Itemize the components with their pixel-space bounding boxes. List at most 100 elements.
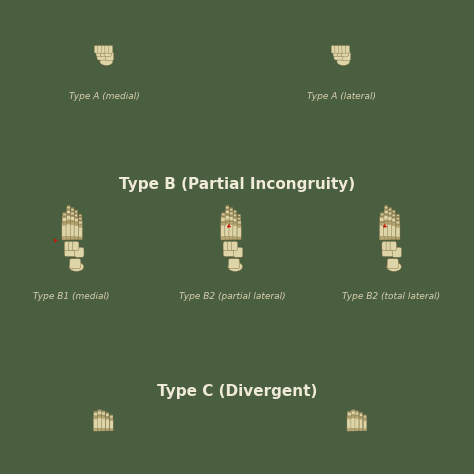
Text: Type B1 (medial): Type B1 (medial) (33, 292, 109, 301)
FancyBboxPatch shape (98, 46, 102, 53)
FancyBboxPatch shape (228, 259, 239, 269)
FancyBboxPatch shape (360, 428, 362, 430)
FancyBboxPatch shape (68, 241, 75, 251)
FancyBboxPatch shape (226, 205, 229, 210)
FancyBboxPatch shape (381, 215, 383, 216)
FancyBboxPatch shape (75, 210, 77, 211)
FancyBboxPatch shape (108, 46, 113, 53)
FancyBboxPatch shape (71, 211, 74, 212)
FancyBboxPatch shape (226, 220, 229, 221)
FancyBboxPatch shape (79, 214, 82, 215)
FancyBboxPatch shape (237, 217, 241, 220)
FancyBboxPatch shape (388, 211, 392, 216)
FancyBboxPatch shape (234, 222, 237, 223)
FancyBboxPatch shape (230, 208, 232, 209)
FancyBboxPatch shape (64, 248, 78, 256)
FancyBboxPatch shape (351, 415, 355, 418)
FancyBboxPatch shape (225, 214, 229, 222)
FancyBboxPatch shape (382, 241, 389, 251)
FancyBboxPatch shape (67, 214, 70, 216)
FancyBboxPatch shape (67, 237, 71, 239)
FancyBboxPatch shape (392, 223, 395, 226)
FancyBboxPatch shape (67, 209, 70, 210)
FancyBboxPatch shape (63, 237, 67, 239)
FancyBboxPatch shape (79, 237, 82, 239)
FancyBboxPatch shape (221, 221, 225, 222)
Text: Type A (medial): Type A (medial) (69, 92, 140, 101)
Ellipse shape (387, 262, 401, 272)
FancyBboxPatch shape (222, 215, 225, 216)
FancyBboxPatch shape (389, 210, 391, 211)
FancyBboxPatch shape (67, 213, 70, 214)
FancyBboxPatch shape (392, 216, 395, 217)
FancyBboxPatch shape (233, 223, 237, 226)
FancyBboxPatch shape (233, 213, 237, 218)
FancyBboxPatch shape (227, 241, 234, 251)
FancyBboxPatch shape (96, 49, 103, 57)
FancyBboxPatch shape (74, 237, 78, 239)
FancyBboxPatch shape (360, 416, 362, 417)
FancyBboxPatch shape (331, 46, 336, 53)
FancyBboxPatch shape (364, 428, 366, 430)
FancyBboxPatch shape (238, 214, 240, 215)
FancyBboxPatch shape (229, 221, 233, 224)
FancyBboxPatch shape (223, 248, 237, 256)
FancyBboxPatch shape (333, 49, 340, 57)
FancyBboxPatch shape (223, 241, 230, 251)
FancyBboxPatch shape (237, 237, 241, 239)
FancyBboxPatch shape (396, 225, 400, 227)
FancyBboxPatch shape (234, 216, 236, 217)
FancyBboxPatch shape (364, 415, 366, 419)
FancyBboxPatch shape (221, 216, 225, 218)
FancyBboxPatch shape (397, 214, 399, 215)
FancyBboxPatch shape (229, 221, 234, 240)
FancyBboxPatch shape (74, 223, 78, 226)
FancyBboxPatch shape (388, 237, 392, 239)
FancyBboxPatch shape (237, 220, 241, 225)
FancyBboxPatch shape (392, 222, 395, 223)
FancyBboxPatch shape (71, 215, 74, 222)
FancyBboxPatch shape (384, 213, 388, 214)
FancyBboxPatch shape (79, 225, 82, 227)
FancyBboxPatch shape (384, 221, 388, 224)
FancyBboxPatch shape (392, 212, 395, 213)
FancyBboxPatch shape (75, 247, 84, 257)
FancyBboxPatch shape (67, 209, 71, 215)
FancyBboxPatch shape (73, 241, 79, 251)
FancyBboxPatch shape (94, 428, 98, 430)
FancyBboxPatch shape (98, 410, 101, 416)
FancyBboxPatch shape (234, 210, 236, 211)
FancyBboxPatch shape (347, 428, 351, 430)
FancyBboxPatch shape (380, 237, 384, 239)
FancyBboxPatch shape (233, 217, 237, 223)
FancyBboxPatch shape (384, 220, 388, 221)
FancyBboxPatch shape (75, 218, 78, 219)
FancyBboxPatch shape (384, 214, 388, 216)
FancyBboxPatch shape (63, 212, 66, 217)
FancyBboxPatch shape (381, 213, 383, 214)
FancyBboxPatch shape (230, 211, 233, 212)
FancyBboxPatch shape (360, 417, 362, 419)
FancyBboxPatch shape (221, 216, 226, 223)
FancyBboxPatch shape (230, 208, 233, 211)
FancyBboxPatch shape (363, 419, 367, 431)
FancyBboxPatch shape (102, 428, 105, 430)
FancyBboxPatch shape (384, 205, 388, 210)
FancyBboxPatch shape (71, 220, 74, 222)
FancyBboxPatch shape (392, 247, 401, 257)
FancyBboxPatch shape (106, 413, 109, 414)
FancyBboxPatch shape (102, 411, 105, 412)
FancyBboxPatch shape (356, 411, 358, 412)
FancyBboxPatch shape (388, 221, 392, 224)
FancyBboxPatch shape (110, 418, 113, 419)
FancyBboxPatch shape (238, 217, 240, 218)
FancyBboxPatch shape (384, 237, 388, 239)
FancyBboxPatch shape (355, 410, 359, 417)
FancyBboxPatch shape (226, 221, 229, 224)
FancyBboxPatch shape (100, 49, 107, 57)
FancyBboxPatch shape (101, 410, 105, 417)
FancyBboxPatch shape (389, 211, 392, 212)
FancyBboxPatch shape (106, 412, 109, 418)
FancyBboxPatch shape (226, 209, 228, 210)
FancyBboxPatch shape (385, 206, 387, 207)
